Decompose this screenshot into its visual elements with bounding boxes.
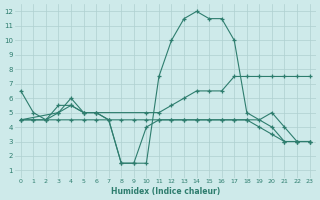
X-axis label: Humidex (Indice chaleur): Humidex (Indice chaleur) [111, 187, 220, 196]
